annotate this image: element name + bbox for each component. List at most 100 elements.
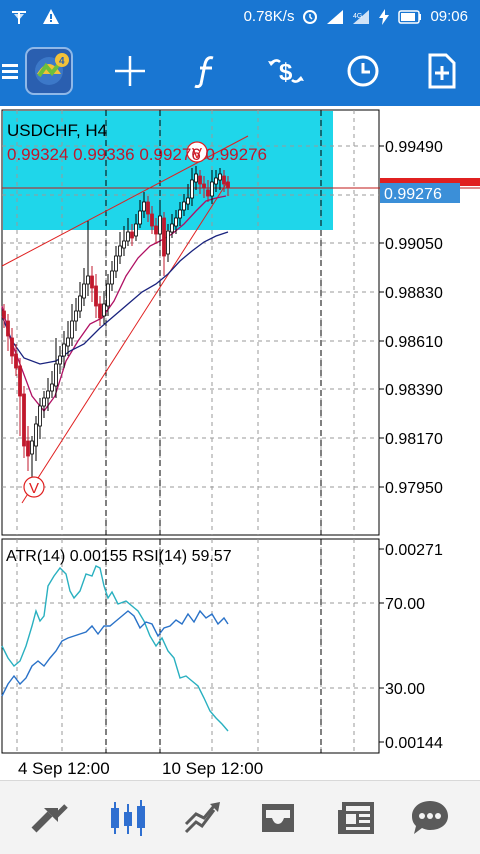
candle-body <box>214 177 218 185</box>
crosshair-button[interactable] <box>100 36 160 106</box>
price-tick-label: 0.98610 <box>385 334 443 351</box>
charging-icon <box>378 8 390 25</box>
indicator-pane-frame <box>1 538 380 754</box>
price-tick-label: 0.98170 <box>385 431 443 448</box>
nav-quotes[interactable] <box>10 781 90 854</box>
bottom-navigation <box>0 780 480 854</box>
candle-body <box>150 213 154 227</box>
candle-body <box>70 320 74 339</box>
nav-messages[interactable] <box>390 781 470 854</box>
price-tick-label: 0.97950 <box>385 480 443 497</box>
signal-4g-icon: 4G <box>352 9 370 25</box>
candle-body <box>26 440 30 457</box>
candle-body <box>82 283 86 299</box>
v-marker-label: V <box>29 480 39 497</box>
v-marker-circle <box>186 141 208 163</box>
new-document-icon <box>428 53 456 89</box>
trade-chart-icon <box>184 802 220 834</box>
moving-average-fast <box>1 195 227 413</box>
network-speed: 0.78K/s <box>243 8 295 25</box>
price-tick-label: 0.99050 <box>385 236 443 253</box>
channel-lower-line <box>21 180 229 504</box>
candle-body <box>38 405 42 427</box>
v-marker-label: V <box>192 145 202 162</box>
symbol-timeframe-label: USDCHF, H4 <box>7 121 107 140</box>
candle-body <box>178 209 182 219</box>
candle-body <box>86 275 90 285</box>
svg-text:4: 4 <box>59 56 65 67</box>
highlight-region <box>3 111 333 230</box>
svg-text:4G: 4G <box>353 13 362 20</box>
candle-body <box>130 231 134 239</box>
candle-body <box>42 397 46 407</box>
nav-chart[interactable] <box>88 781 168 854</box>
indicators-button[interactable] <box>176 36 236 106</box>
indicator-tick-label: 0.00271 <box>385 542 443 559</box>
candle-body <box>174 217 178 227</box>
ohlc-values-label: 0.99324 0.99336 0.99276 0.99276 <box>7 145 267 164</box>
candle-body <box>198 175 202 185</box>
candle-body <box>94 285 98 307</box>
candle-body <box>14 353 18 369</box>
chart-toolbar: 4 $ <box>0 36 480 106</box>
chart-area[interactable]: 0.99490 0.99050 0.98830 0.98610 0.98390 0.981… <box>0 106 480 778</box>
candle-body <box>50 383 54 392</box>
candle-body <box>114 255 118 272</box>
indicator-tick-label: 0.00144 <box>385 735 443 752</box>
candle-body <box>110 270 114 285</box>
inbox-tray-icon <box>262 804 294 832</box>
menu-button[interactable] <box>0 36 24 106</box>
candle-body <box>18 365 22 397</box>
candle-body <box>58 355 62 365</box>
svg-text:$: $ <box>279 59 293 86</box>
candle-body <box>146 201 150 215</box>
new-order-button[interactable] <box>412 36 472 106</box>
candle-body <box>22 393 26 447</box>
quotes-arrows-icon <box>31 804 68 833</box>
price-tick-label: 0.98830 <box>385 285 443 302</box>
app-notification-icon <box>10 8 28 26</box>
candle-body <box>10 337 14 357</box>
candle-body <box>154 225 158 235</box>
channel-upper-line <box>1 135 249 267</box>
hamburger-icon <box>2 64 18 79</box>
candle-body <box>142 201 146 212</box>
ask-price-marker <box>380 178 480 186</box>
symbols-button[interactable]: $ <box>256 36 316 106</box>
signal-icon <box>326 9 344 25</box>
timeframe-button[interactable] <box>333 36 393 106</box>
candle-body <box>186 197 190 205</box>
candle-body <box>162 217 166 257</box>
candle-body <box>122 240 126 249</box>
candle-body <box>158 215 162 235</box>
candlestick-icon <box>111 800 145 836</box>
nav-history[interactable] <box>238 781 318 854</box>
candle-body <box>226 181 230 189</box>
moving-average-slow <box>1 231 229 365</box>
price-tick-label: 0.98390 <box>385 382 443 399</box>
nav-news[interactable] <box>316 781 396 854</box>
current-price-label-bg <box>380 183 460 203</box>
indicator-label: ATR(14) 0.00155 RSI(14) 59.57 <box>6 548 232 565</box>
candle-body <box>166 230 170 255</box>
candle-body <box>206 189 210 197</box>
candle-body <box>46 390 50 399</box>
candle-body <box>138 210 142 225</box>
indicator-tick-label: 30.00 <box>385 681 425 698</box>
atr-line <box>1 565 229 732</box>
candle-body <box>182 201 186 211</box>
alarm-icon <box>302 9 318 25</box>
newspaper-icon <box>338 802 374 834</box>
time-axis-label: 4 Sep 12:00 <box>18 759 110 778</box>
status-bar: 0.78K/s 4G 09:06 <box>0 0 480 36</box>
app-logo: 4 <box>22 36 76 106</box>
price-chart[interactable]: 0.99490 0.99050 0.98830 0.98610 0.98390 0.981… <box>0 106 480 778</box>
nav-trade[interactable] <box>163 781 243 854</box>
candle-body <box>126 231 130 242</box>
candle-body <box>54 363 58 387</box>
candle-body <box>102 303 106 317</box>
candle-body <box>6 320 10 337</box>
candle-body <box>34 423 38 447</box>
clock-icon <box>347 55 379 87</box>
candle-body <box>106 283 110 307</box>
